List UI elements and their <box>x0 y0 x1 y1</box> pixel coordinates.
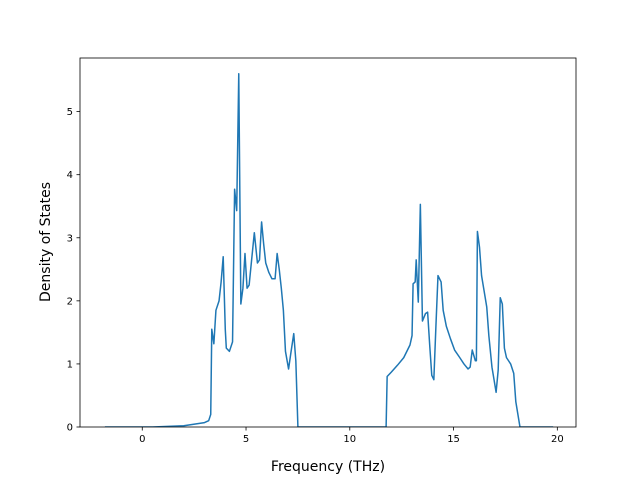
axes-frame <box>79 57 577 428</box>
plot-area <box>79 57 577 428</box>
y-tick-label: 2 <box>67 296 73 307</box>
x-tick-label: 20 <box>551 434 564 445</box>
dos-series-line-0 <box>104 73 554 427</box>
y-tick-label: 1 <box>67 359 73 370</box>
x-axis-label: Frequency (THz) <box>271 459 385 475</box>
y-axis-label: Density of States <box>38 182 54 302</box>
x-tick-label: 15 <box>447 434 460 445</box>
y-tick-label: 4 <box>67 170 73 181</box>
y-tick-label: 5 <box>67 107 73 118</box>
y-tick-label: 0 <box>67 423 73 434</box>
y-tick-label: 3 <box>67 233 73 244</box>
x-tick-label: 5 <box>243 434 249 445</box>
x-tick-label: 0 <box>139 434 145 445</box>
x-tick-label: 10 <box>343 434 356 445</box>
ticks: 0 5 10 15 20 0 1 2 3 4 5 <box>67 107 564 445</box>
